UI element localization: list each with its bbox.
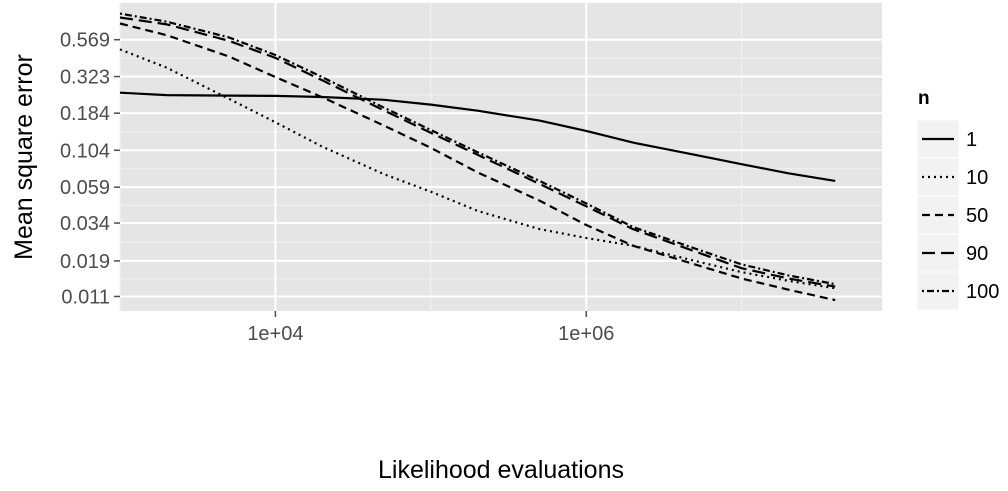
legend-title: n [918, 88, 930, 109]
legend-label: 1 [966, 129, 977, 151]
legend: n 1 10 50 90 100 [916, 88, 999, 311]
y-tick-label: 0.569 [60, 30, 110, 52]
x-axis-ticks: 1e+04 1e+06 [247, 311, 614, 345]
grid [119, 3, 882, 311]
series-line-1 [119, 91, 836, 182]
x-axis-title: Likelihood evaluations [378, 456, 624, 484]
series-line-90 [119, 16, 836, 288]
y-tick-label: 0.034 [60, 213, 110, 235]
series-line-100 [119, 12, 836, 286]
y-tick-label: 0.019 [60, 251, 110, 273]
series-line-50 [119, 22, 836, 302]
legend-label: 50 [966, 205, 988, 227]
series-layer [119, 12, 836, 302]
plot-background [120, 3, 882, 311]
series-line-10 [119, 48, 836, 290]
x-tick-label: 1e+06 [558, 323, 614, 345]
y-axis-ticks: 0.569 0.323 0.184 0.104 0.059 0.034 0.019 0.011 [60, 30, 120, 308]
y-tick-label: 0.059 [60, 177, 110, 199]
legend-label: 10 [966, 167, 988, 189]
y-tick-label: 0.323 [60, 67, 110, 89]
x-tick-label: 1e+04 [247, 323, 303, 345]
y-tick-label: 0.104 [60, 140, 110, 162]
legend-label: 100 [966, 281, 999, 303]
y-tick-label: 0.011 [61, 286, 110, 308]
legend-label: 90 [966, 243, 988, 265]
y-tick-label: 0.184 [60, 103, 110, 125]
y-axis-title: Mean square error [10, 54, 38, 260]
